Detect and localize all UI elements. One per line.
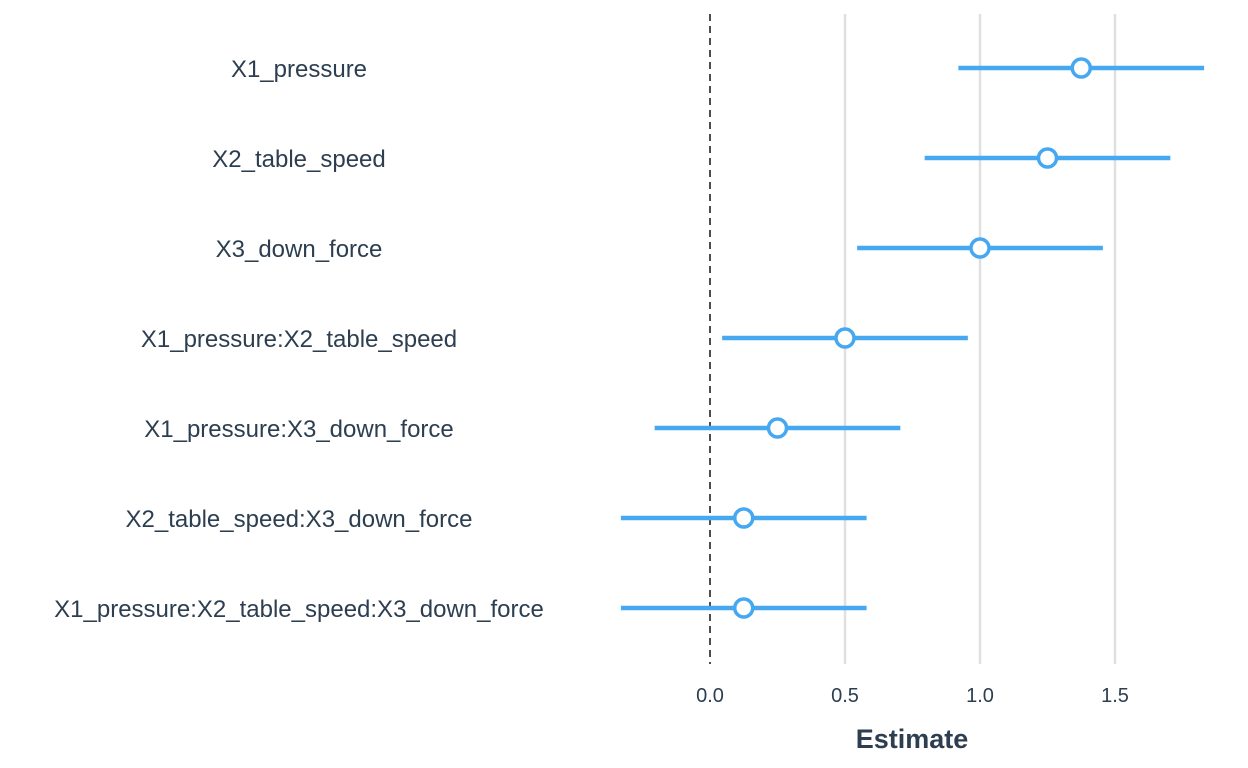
- term-label: X1_pressure: [231, 56, 367, 83]
- estimate-point: [733, 507, 755, 529]
- estimate-point: [733, 597, 755, 619]
- term-label: X2_table_speed: [212, 146, 385, 173]
- term-label: X2_table_speed:X3_down_force: [126, 506, 473, 533]
- estimate-point: [766, 417, 789, 439]
- x-axis-ticks: 0.0 0.5 1.0 1.5: [696, 685, 1129, 707]
- term-label: X1_pressure:X2_table_speed:X3_down_force: [54, 596, 544, 623]
- x-axis-title: Estimate: [856, 724, 969, 754]
- estimate-point: [1070, 57, 1092, 79]
- interval-marks: [620, 57, 1205, 619]
- estimate-point: [969, 237, 991, 259]
- x-tick-label: 1.5: [1101, 685, 1129, 707]
- x-tick-label: 0.5: [831, 685, 859, 707]
- term-label: X3_down_force: [216, 236, 383, 263]
- x-tick-label: 1.0: [966, 685, 994, 707]
- estimate-point: [1036, 147, 1059, 169]
- x-tick-label: 0.0: [696, 685, 724, 707]
- term-labels: X1_pressure X2_table_speed X3_down_force X1…: [54, 56, 544, 623]
- term-label: X1_pressure:X3_down_force: [144, 416, 454, 443]
- estimate-point: [834, 327, 856, 349]
- term-label: X1_pressure:X2_table_speed: [141, 326, 457, 353]
